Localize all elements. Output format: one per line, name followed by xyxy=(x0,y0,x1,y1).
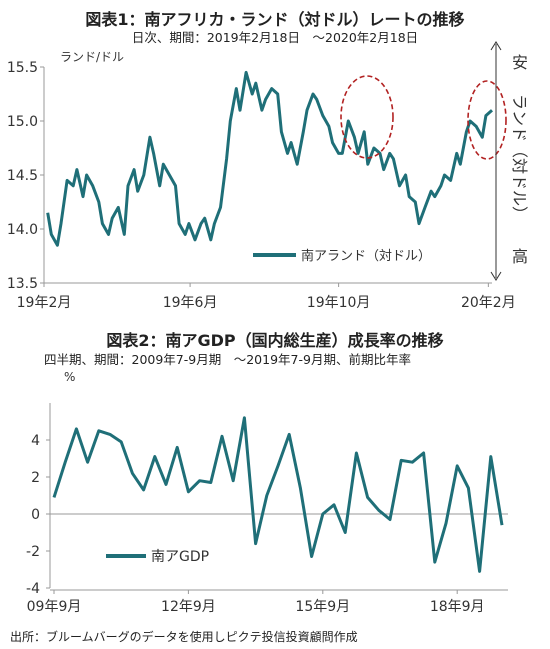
chart1-highlight-circle xyxy=(467,80,507,160)
chart1-legend-label: 南アランド（対ドル） xyxy=(301,248,431,264)
chart2-x-tick-label: 18年9月 xyxy=(430,599,485,615)
chart1-x-tick-label: 20年2月 xyxy=(461,295,516,311)
chart2-legend-label: 南アGDP xyxy=(151,549,209,565)
chart1-y-tick-label: 14.0 xyxy=(7,222,38,238)
chart2-x-tick-label: 09年9月 xyxy=(27,599,82,615)
chart1-x-tick-label: 19年6月 xyxy=(163,295,218,311)
chart1-y-tick-label: 15.5 xyxy=(7,60,38,76)
chart1-title: 図表1：南アフリカ・ランド（対ドル）レートの推移 xyxy=(85,10,465,29)
chart2-y-tick-label: -2 xyxy=(26,544,40,560)
chart1-right-bottom-label: 高 xyxy=(512,247,528,266)
chart2-title: 図表2：南アGDP（国内総生産）成長率の推移 xyxy=(106,331,444,350)
chart1-right-arrow-down xyxy=(490,271,502,281)
chart1-y-tick-label: 14.5 xyxy=(7,168,38,184)
chart2-y-tick-label: 4 xyxy=(31,433,40,449)
source-note: 出所：ブルームバーグのデータを使用しピクテ投信投資顧問作成 xyxy=(10,630,358,644)
chart2-x-tick-label: 12年9月 xyxy=(161,599,216,615)
chart2-x-tick-label: 15年9月 xyxy=(295,599,350,615)
chart1-y-tick-label: 13.5 xyxy=(7,276,38,292)
chart1-right-middle-label: ランド（対ドル） xyxy=(510,94,529,222)
chart2-y-tick-label: 2 xyxy=(31,470,40,486)
chart1-unit-label: ランド/ドル xyxy=(60,50,124,64)
chart2-y-tick-label: -4 xyxy=(26,581,40,597)
chart2-subtitle: 四半期、期間：2009年7-9月期 ～2019年7-9月期、前期比年率 xyxy=(44,352,411,367)
chart1-right-top-label: 安 xyxy=(512,53,528,72)
chart1-right-arrow-up xyxy=(490,41,502,51)
chart1-x-tick-label: 19年2月 xyxy=(17,295,72,311)
chart2-unit-label: % xyxy=(64,370,75,384)
chart1-y-tick-label: 15.0 xyxy=(7,114,38,130)
chart2-series-line xyxy=(52,416,504,573)
chart1-highlight-circle xyxy=(340,75,394,159)
chart2-y-tick-label: 0 xyxy=(31,507,40,523)
chart1-x-tick-label: 19年10月 xyxy=(307,295,371,311)
chart1-series-line xyxy=(46,70,493,247)
chart1-svg: 13.5 14.0 14.5 15.0 15.5 ランド/ドル 19年2月 19年6月 19年1… xyxy=(7,41,529,311)
chart1-subtitle: 日次、期間：2019年2月18日 ～2020年2月18日 xyxy=(131,30,419,45)
